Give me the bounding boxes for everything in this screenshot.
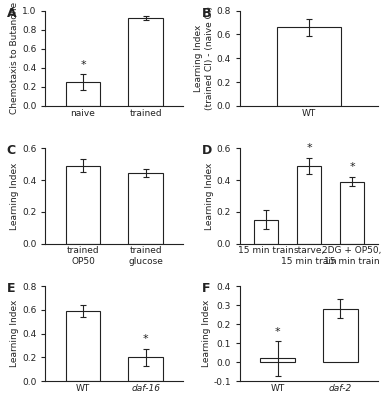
Bar (254, 220, 278, 244)
Text: *: * (349, 162, 355, 172)
Y-axis label: Learning Index: Learning Index (205, 162, 214, 230)
Bar (323, 309, 357, 362)
Text: A: A (7, 7, 16, 20)
Bar (66, 82, 100, 106)
Text: C: C (7, 144, 16, 158)
Text: *: * (275, 326, 280, 336)
Bar (277, 27, 341, 106)
Text: E: E (7, 282, 15, 295)
Text: *: * (306, 143, 312, 153)
Bar (128, 18, 163, 106)
Bar (128, 358, 163, 381)
Bar (128, 173, 163, 244)
Y-axis label: Learning Index: Learning Index (10, 300, 19, 367)
Text: F: F (202, 282, 210, 295)
Bar (297, 166, 321, 244)
Y-axis label: Learning Index: Learning Index (202, 300, 210, 367)
Bar (66, 311, 100, 381)
Y-axis label: Learning Index: Learning Index (10, 162, 19, 230)
Text: *: * (80, 60, 86, 70)
Bar (66, 166, 100, 244)
Y-axis label: Learning Index
(trained CI) - (naive CI): Learning Index (trained CI) - (naive CI) (194, 6, 214, 110)
Text: *: * (143, 334, 149, 344)
Bar (260, 358, 295, 362)
Text: B: B (202, 7, 211, 20)
Bar (340, 182, 364, 244)
Y-axis label: Chemotaxis to Butanone: Chemotaxis to Butanone (10, 2, 19, 114)
Text: D: D (202, 144, 212, 158)
